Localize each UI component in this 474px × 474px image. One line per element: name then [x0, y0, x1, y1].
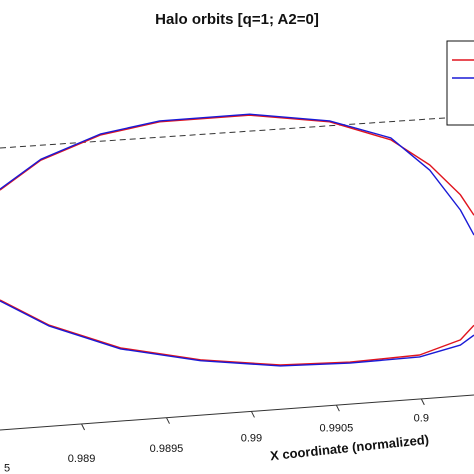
x-axis-line — [0, 394, 474, 431]
x-tick-label: 5 — [4, 462, 10, 474]
x-tick-label: 0.99 — [241, 433, 262, 445]
chart-title: Halo orbits [q=1; A2=0] — [155, 11, 319, 28]
x-tick — [420, 398, 425, 406]
orbit-line — [0, 113, 474, 236]
x-tick-label: 0.989 — [68, 453, 96, 465]
orbit-line — [0, 300, 474, 367]
orbit-line — [0, 114, 474, 216]
x-tick-label: 0.9 — [414, 412, 429, 424]
x-tick — [166, 417, 170, 424]
orbit-line — [0, 299, 474, 366]
x-tick-label: 0.9905 — [320, 422, 354, 434]
x-tick — [250, 411, 255, 418]
x-tick — [335, 404, 340, 412]
x-axis-label: X coordinate (normalized) — [269, 432, 429, 464]
x-tick — [81, 423, 85, 431]
reference-line — [0, 115, 474, 149]
legend-box — [446, 40, 474, 126]
x-tick-label: 0.9895 — [150, 443, 184, 455]
